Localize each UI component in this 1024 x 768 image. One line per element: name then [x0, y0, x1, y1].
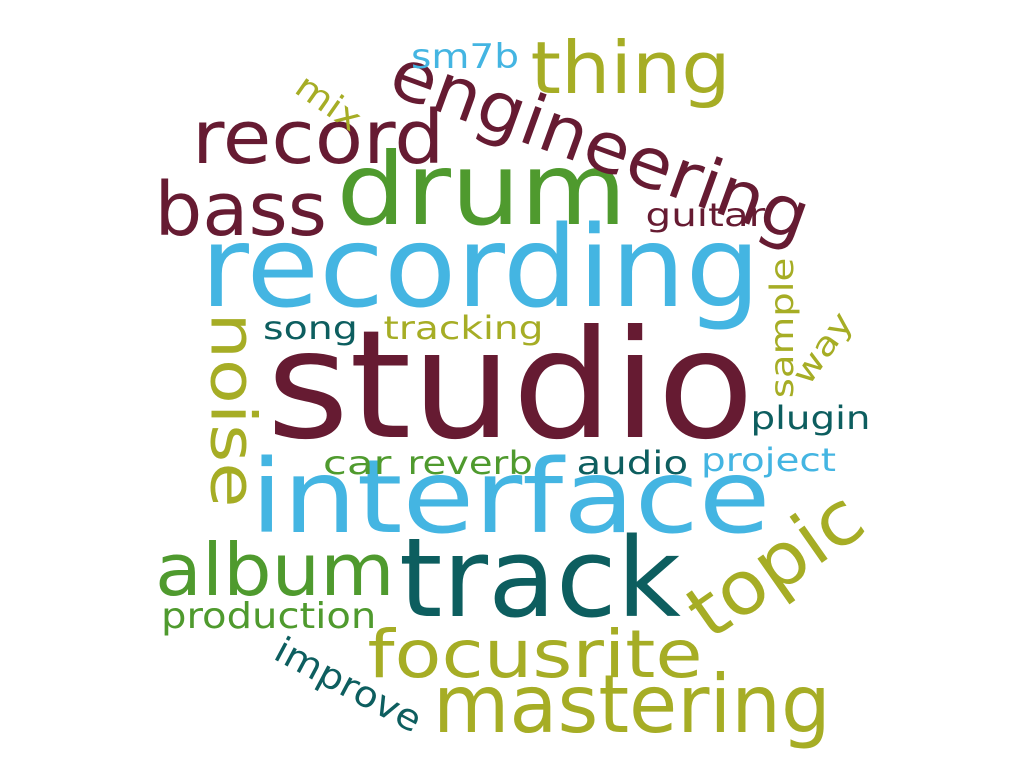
- word-drum: drum: [336, 131, 627, 248]
- word-project: project: [700, 441, 836, 479]
- word-mastering: mastering: [433, 658, 831, 751]
- word-car: car: [322, 444, 392, 482]
- word-song: song: [262, 309, 358, 347]
- word-audio: audio: [576, 444, 688, 482]
- word-reverb: reverb: [407, 444, 533, 482]
- word-tracking: tracking: [383, 309, 543, 347]
- word-bass: bass: [153, 167, 327, 253]
- word-production: production: [160, 596, 376, 637]
- word-sm7b: sm7b: [410, 37, 520, 77]
- word-thing: thing: [529, 26, 731, 110]
- word-record: record: [191, 95, 445, 181]
- word-recording: recording: [199, 203, 761, 333]
- word-track: track: [399, 514, 681, 642]
- word-album: album: [155, 528, 395, 612]
- word-plugin: plugin: [750, 399, 870, 437]
- word-guitar: guitar: [645, 196, 765, 234]
- word-noise: noise: [195, 312, 269, 508]
- word-sample: sample: [763, 257, 802, 399]
- word-interface: interface: [249, 438, 770, 557]
- word-studio: studio: [265, 299, 754, 473]
- word-focusrite: focusrite: [367, 616, 703, 693]
